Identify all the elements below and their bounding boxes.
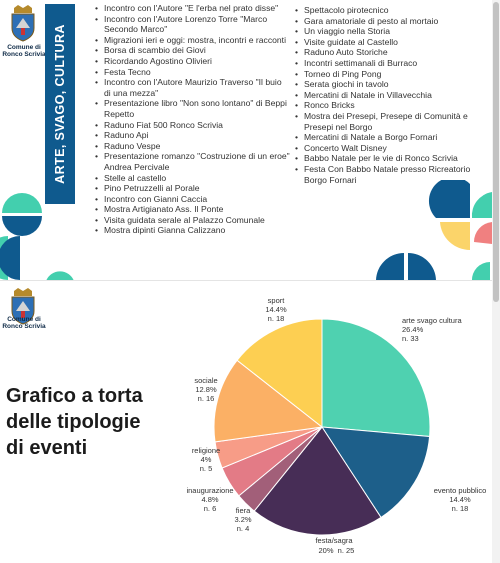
slice-label-percent: 12.8% xyxy=(195,385,217,394)
event-item: Torneo di Ping Pong xyxy=(295,69,492,80)
event-item: Raduno Api xyxy=(95,130,290,141)
event-item: Pino Petruzzelli al Porale xyxy=(95,183,290,194)
municipal-crest-icon xyxy=(11,5,35,42)
municipal-crest-icon xyxy=(11,288,35,325)
chart-title-line: di eventi xyxy=(6,437,88,459)
section-title: ARTE, SVAGO, CULTURA xyxy=(53,24,67,184)
event-item: Ronco Bricks xyxy=(295,100,492,111)
event-item: Incontro con Gianni Caccia xyxy=(95,194,290,205)
chart-title-line: Grafico a torta xyxy=(6,385,143,407)
section-title-wrap: ARTE, SVAGO, CULTURA xyxy=(45,4,75,204)
scrollbar-thumb[interactable] xyxy=(493,2,499,302)
slice-label-name: arte svago cultura xyxy=(402,316,462,325)
slice-label-count: n. 18 xyxy=(268,314,285,323)
pie-slice-sport xyxy=(236,318,323,429)
event-item: Concerto Walt Disney xyxy=(295,143,492,154)
caption-line: Ronco Scrivia xyxy=(2,323,46,330)
slice-label-count: n. 25 xyxy=(338,546,355,555)
event-item: Festa Con Babbo Natale presso Ricreatori… xyxy=(295,164,492,185)
event-item: Gara amatoriale di pesto al mortaio xyxy=(295,16,492,27)
event-item: Mercatini di Natale a Borgo Fornari xyxy=(295,132,492,143)
slice-label-name: evento pubblico xyxy=(434,486,487,495)
slice-label-count: n. 33 xyxy=(402,334,419,343)
slice-label-percent: 20% xyxy=(318,546,333,555)
slice-label-name: inaugurazione xyxy=(186,486,233,495)
slice-label: festa/sagra 20% n. 25 xyxy=(315,536,354,555)
slice-label-name: sport xyxy=(268,296,286,305)
caption-line: Ronco Scrivia xyxy=(2,51,46,58)
event-item: Mostra Artigianato Ass. Il Ponte xyxy=(95,204,290,215)
event-item: Incontri settimanali di Burraco xyxy=(295,58,492,69)
slice-label-percent: 4% xyxy=(201,455,212,464)
event-item: Raduno Vespe xyxy=(95,141,290,152)
slice-label-count: n. 6 xyxy=(204,504,217,513)
section-bar xyxy=(45,4,75,204)
slice-label: religione 4% n. 5 xyxy=(192,446,220,473)
event-item: Mostra dipinti Gianna Calizzano xyxy=(95,225,290,236)
event-item: Spettacolo pirotecnico xyxy=(295,5,492,16)
event-item: Mercatini di Natale in Villavecchia xyxy=(295,90,492,101)
left-decoration-2 xyxy=(46,271,74,280)
municipality-caption: Comune di Ronco Scrivia xyxy=(2,316,46,330)
slice-label-name: religione xyxy=(192,446,220,455)
right-decoration xyxy=(376,180,492,280)
slice-label: sport 14.4% n. 18 xyxy=(265,296,287,323)
slice-label-percent: 26.4% xyxy=(402,325,424,334)
event-item: Festa Tecno xyxy=(95,67,290,78)
events-list-slide: Comune di Ronco Scrivia ARTE, SVAGO, CUL… xyxy=(0,0,492,281)
event-item: Incontro con l'Autore Maurizio Traverso … xyxy=(95,77,290,98)
left-decoration xyxy=(0,193,42,280)
events-list-right: Spettacolo pirotecnicoGara amatoriale di… xyxy=(295,5,492,185)
slice-label-count: n. 5 xyxy=(200,464,213,473)
scrollbar[interactable] xyxy=(492,0,500,563)
slice-label-percent: 14.4% xyxy=(449,495,471,504)
slice-label: sociale 12.8% n. 16 xyxy=(194,376,217,403)
pie-slice-festa-sagra xyxy=(253,426,382,536)
pie-slice-sociale xyxy=(213,359,324,443)
event-item: Presentazione libro "Non sono lontano" d… xyxy=(95,98,290,119)
event-item: Incontro con l'Autore "E l'erba nel prat… xyxy=(95,3,290,14)
slice-label: arte svago cultura 26.4% n. 33 xyxy=(402,316,462,343)
event-item: Mostra dei Presepi, Presepe di Comunità … xyxy=(295,111,492,132)
event-item: Babbo Natale per le vie di Ronco Scrivia xyxy=(295,153,492,164)
slice-label-count: n. 16 xyxy=(198,394,215,403)
event-item: Raduno Fiat 500 Ronco Scrivia xyxy=(95,120,290,131)
event-item: Ricordando Agostino Olivieri xyxy=(95,56,290,67)
slice-label-percent: 4.8% xyxy=(201,495,218,504)
event-item: Stelle al castello xyxy=(95,173,290,184)
slice-label-name: sociale xyxy=(194,376,217,385)
slice-label-percent: 14.4% xyxy=(265,305,287,314)
slice-label-count: n. 4 xyxy=(237,524,250,533)
event-item: Visita guidata serale al Palazzo Comunal… xyxy=(95,215,290,226)
event-item: Migrazioni ieri e oggi: mostra, incontri… xyxy=(95,35,290,46)
caption-line: Comune di xyxy=(7,44,41,51)
chart-title: Grafico a torta delle tipologie di event… xyxy=(6,383,206,461)
event-item: Serata giochi in tavolo xyxy=(295,79,492,90)
slice-label-count: n. 18 xyxy=(452,504,469,513)
pie-slice-evento-pubblico xyxy=(321,426,431,519)
pie-slice-arte-svago-cultura xyxy=(321,318,431,438)
event-item: Incontro con l'Autore Lorenzo Torre "Mar… xyxy=(95,14,290,35)
municipality-caption: Comune di Ronco Scrivia xyxy=(2,44,46,58)
events-list-left: Incontro con l'Autore "E l'erba nel prat… xyxy=(95,3,290,236)
chart-title-line: delle tipologie xyxy=(6,411,141,433)
slice-label: fiera 3.2% n. 4 xyxy=(234,506,251,533)
event-item: Presentazione romanzo "Costruzione di un… xyxy=(95,151,290,172)
event-item: Visite guidate al Castello xyxy=(295,37,492,48)
slice-label-name: festa/sagra xyxy=(315,536,353,545)
pie-chart: arte svago cultura 26.4% n. 33 evento pubbl… xyxy=(186,296,487,555)
slice-label: evento pubblico 14.4% n. 18 xyxy=(434,486,487,513)
pie-chart-slide: Comune di Ronco Scrivia Grafico a torta … xyxy=(0,283,492,563)
event-item: Raduno Auto Storiche xyxy=(295,47,492,58)
slice-label-percent: 3.2% xyxy=(234,515,251,524)
slice-label: inaugurazione 4.8% n. 6 xyxy=(186,486,233,513)
event-item: Borsa di scambio dei Giovi xyxy=(95,45,290,56)
caption-line: Comune di xyxy=(7,316,41,323)
slice-label-name: fiera xyxy=(236,506,251,515)
event-item: Un viaggio nella Storia xyxy=(295,26,492,37)
